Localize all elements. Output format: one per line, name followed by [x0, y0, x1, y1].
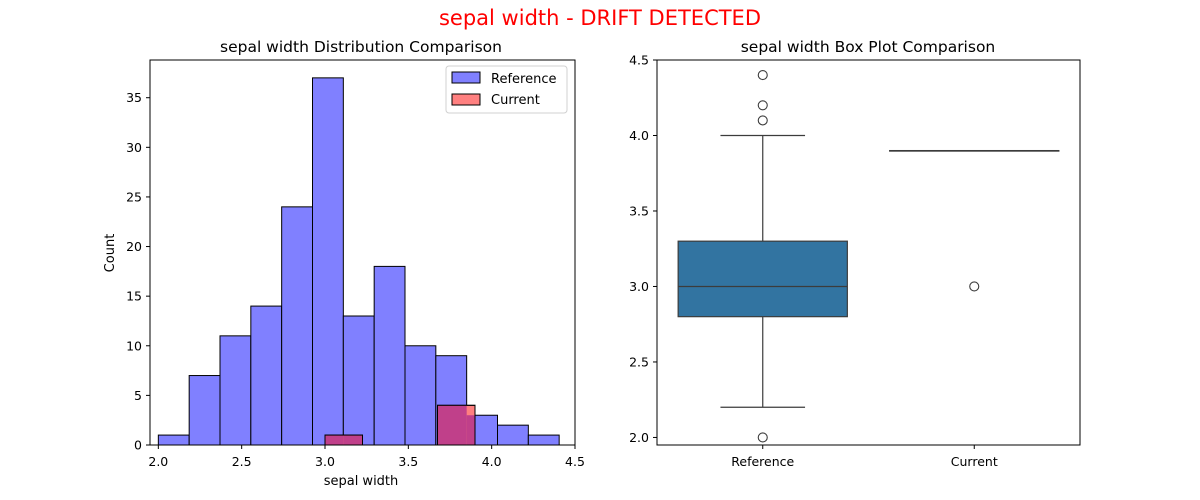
overlap-region: [466, 415, 475, 445]
y-tick-label: 4.5: [629, 53, 649, 68]
outlier-point: [757, 70, 768, 81]
legend-swatch-current: [451, 93, 481, 106]
histogram-chart: sepal width Distribution Comparison 0 5 10…: [103, 38, 585, 489]
overlap-region: [325, 435, 344, 445]
reference-bar: [527, 434, 560, 446]
outlier-point: [757, 432, 768, 443]
overlap-bars: [324, 404, 476, 446]
outlier-point: [969, 281, 980, 292]
boxplot-x-axis-ticks: Reference Current: [731, 445, 998, 469]
reference-bar: [157, 434, 190, 446]
histogram-title: sepal width Distribution Comparison: [220, 38, 502, 56]
reference-bar: [312, 77, 344, 446]
x-tick-label: 3.5: [398, 454, 418, 469]
boxplot-chart: sepal width Box Plot Comparison 2.0 2.5 3.…: [629, 38, 1081, 469]
y-tick-label: 0: [134, 438, 142, 453]
y-tick-label: 30: [126, 140, 142, 155]
x-tick-label: 4.0: [482, 454, 502, 469]
y-tick-label: 20: [126, 239, 142, 254]
y-tick-label: 4.0: [629, 128, 649, 143]
y-tick-label: 3.0: [629, 279, 649, 294]
reference-bar: [281, 206, 313, 446]
reference-bar: [373, 265, 406, 446]
figure-title: sepal width - DRIFT DETECTED: [438, 6, 761, 30]
boxplot-axes-frame: [656, 59, 1081, 446]
histogram-legend: Reference Current: [445, 65, 568, 114]
histogram-y-label: Count: [103, 234, 118, 273]
legend-swatch-reference: [451, 71, 481, 84]
reference-bar: [404, 345, 437, 446]
x-tick-label: 2.0: [148, 454, 168, 469]
y-tick-label: 2.5: [629, 354, 649, 369]
reference-bar: [250, 305, 283, 446]
overlap-region: [437, 405, 467, 445]
histogram-y-axis-ticks: 0 5 10 15 20 25 30 35: [126, 90, 150, 453]
histogram-x-label: sepal width: [324, 474, 399, 489]
overlap-region: [343, 435, 363, 445]
reference-bar: [219, 335, 252, 446]
x-tick-label: 4.5: [565, 454, 585, 469]
reference-bar: [188, 375, 221, 446]
y-tick-label: 5: [134, 388, 142, 403]
x-tick-label: Current: [951, 454, 998, 469]
y-tick-label: 2.0: [629, 430, 649, 445]
boxplot-title: sepal width Box Plot Comparison: [741, 38, 996, 56]
reference-bars: [157, 77, 560, 446]
legend-label-reference: Reference: [491, 72, 556, 87]
outlier-point: [757, 115, 768, 126]
y-tick-label: 10: [126, 338, 142, 353]
reference-bar: [497, 424, 529, 446]
boxplot-y-axis-ticks: 2.0 2.5 3.0 3.5 4.0 4.5: [629, 53, 657, 445]
reference-bar: [342, 315, 375, 446]
x-tick-label: 3.0: [315, 454, 335, 469]
y-tick-label: 15: [126, 289, 142, 304]
histogram-x-axis-ticks: 2.0 2.5 3.0 3.5 4.0 4.5: [148, 445, 585, 469]
box-iqr: [677, 240, 848, 318]
y-tick-label: 35: [126, 90, 142, 105]
outlier-point: [757, 100, 768, 111]
boxplot-marks: [677, 70, 1060, 443]
y-tick-label: 3.5: [629, 203, 649, 218]
x-tick-label: 2.5: [232, 454, 252, 469]
histogram-axes-frame: [149, 59, 576, 446]
legend-label-current: Current: [491, 93, 540, 108]
y-tick-label: 25: [126, 189, 142, 204]
x-tick-label: Reference: [731, 454, 794, 469]
